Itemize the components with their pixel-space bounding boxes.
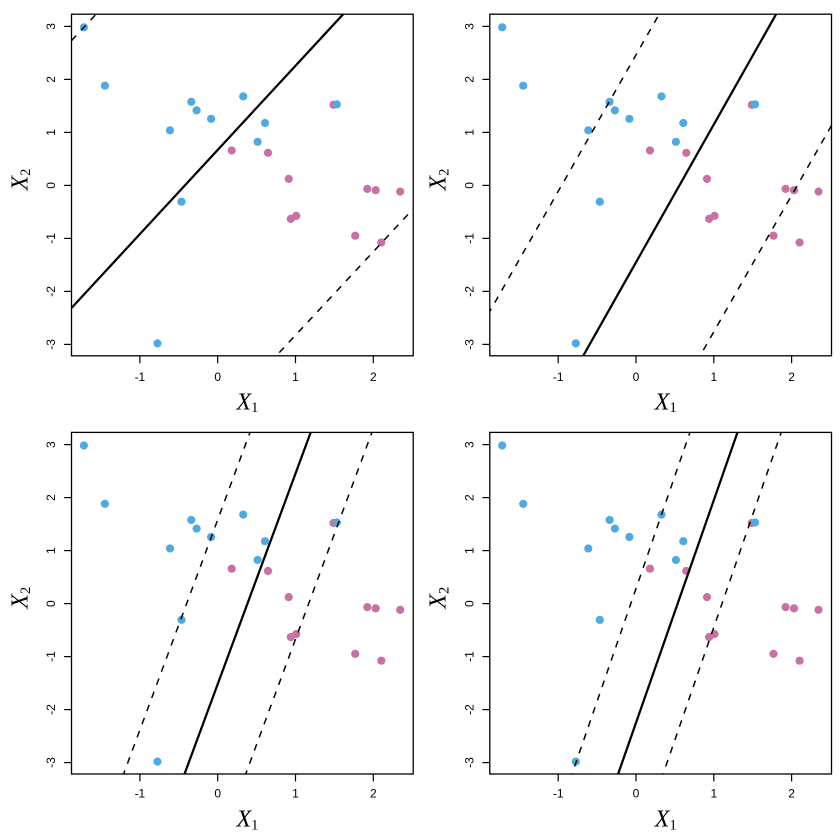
svg-text:2: 2 bbox=[44, 494, 58, 501]
svg-text:1: 1 bbox=[462, 547, 476, 554]
svg-text:1: 1 bbox=[44, 129, 58, 136]
svg-text:-1: -1 bbox=[553, 370, 564, 384]
svg-text:3: 3 bbox=[462, 23, 476, 30]
svg-text:0: 0 bbox=[214, 370, 221, 384]
svg-text:0: 0 bbox=[44, 600, 58, 607]
svg-text:3: 3 bbox=[44, 23, 58, 30]
svg-text:-2: -2 bbox=[44, 286, 58, 297]
svg-text:-1: -1 bbox=[44, 233, 58, 244]
svg-text:2: 2 bbox=[462, 76, 476, 83]
svg-text:0: 0 bbox=[462, 600, 476, 607]
svg-text:-1: -1 bbox=[135, 786, 146, 800]
svg-text:2: 2 bbox=[788, 786, 795, 800]
svg-text:1: 1 bbox=[710, 370, 717, 384]
svg-text:-3: -3 bbox=[462, 757, 476, 768]
svg-text:1: 1 bbox=[462, 129, 476, 136]
svg-text:2: 2 bbox=[370, 786, 377, 800]
svg-text:-2: -2 bbox=[462, 286, 476, 297]
svg-text:2: 2 bbox=[370, 370, 377, 384]
svg-text:-2: -2 bbox=[44, 704, 58, 715]
svg-text:2: 2 bbox=[44, 76, 58, 83]
svg-text:-3: -3 bbox=[44, 757, 58, 768]
svg-text:3: 3 bbox=[44, 441, 58, 448]
svg-text:-2: -2 bbox=[462, 704, 476, 715]
svg-text:1: 1 bbox=[710, 786, 717, 800]
svg-text:-1: -1 bbox=[462, 233, 476, 244]
svg-text:0: 0 bbox=[462, 182, 476, 189]
svg-text:-3: -3 bbox=[462, 339, 476, 350]
svg-text:2: 2 bbox=[788, 370, 795, 384]
svg-text:2: 2 bbox=[462, 494, 476, 501]
svg-text:0: 0 bbox=[44, 182, 58, 189]
svg-text:0: 0 bbox=[633, 786, 640, 800]
svg-text:-1: -1 bbox=[553, 786, 564, 800]
svg-text:3: 3 bbox=[462, 441, 476, 448]
svg-text:-1: -1 bbox=[135, 370, 146, 384]
svg-text:1: 1 bbox=[292, 786, 299, 800]
svg-text:-1: -1 bbox=[462, 651, 476, 662]
svg-text:1: 1 bbox=[292, 370, 299, 384]
svg-text:-1: -1 bbox=[44, 651, 58, 662]
svg-text:0: 0 bbox=[214, 786, 221, 800]
svg-text:0: 0 bbox=[633, 370, 640, 384]
svg-text:-3: -3 bbox=[44, 339, 58, 350]
svg-text:1: 1 bbox=[44, 547, 58, 554]
